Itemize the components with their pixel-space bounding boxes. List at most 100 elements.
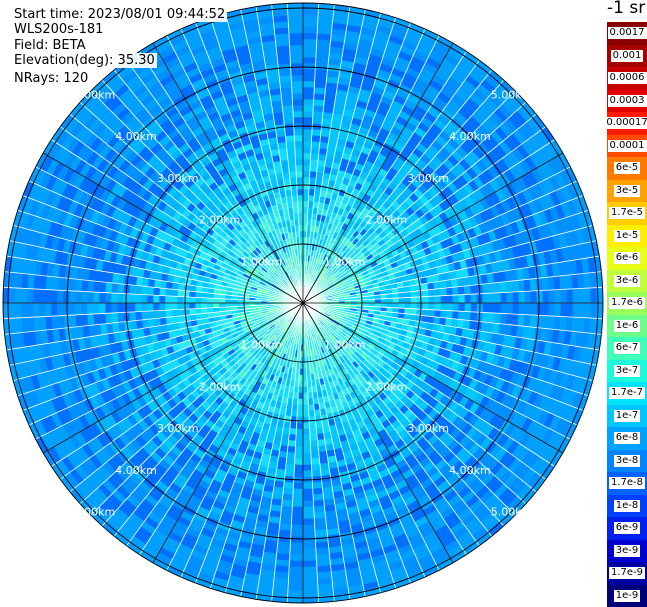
ppi-gate [310, 158, 319, 166]
ppi-gate [302, 536, 316, 544]
ppi-gate [302, 416, 310, 424]
ppi-gate [572, 302, 580, 318]
ppi-gate [302, 434, 311, 442]
ppi-gate [279, 445, 289, 453]
ppi-gate [302, 38, 318, 46]
ppi-gate [313, 99, 325, 107]
ppi-gate [286, 451, 296, 460]
ppi-gate [45, 315, 53, 331]
ppi-gate [302, 524, 316, 532]
ppi-gate [69, 278, 77, 292]
ppi-gate [302, 584, 319, 592]
ppi-gate [302, 182, 310, 190]
ppi-gate [51, 315, 59, 330]
ppi-gate [410, 290, 418, 298]
ppi-gate [302, 542, 317, 550]
ppi-gate [99, 281, 107, 293]
ppi-gate [302, 482, 313, 490]
ppi-gate [287, 440, 296, 448]
ppi-gate [315, 541, 329, 549]
ppi-gate [134, 302, 142, 313]
ppi-gate [298, 386, 304, 394]
ppi-gate [296, 410, 304, 418]
ppi-gate [310, 141, 321, 149]
ppi-gate [98, 302, 106, 314]
ppi-gate [182, 302, 190, 310]
ppi-gate [302, 110, 314, 118]
ppi-gate [282, 493, 294, 501]
ppi-gate [152, 310, 161, 319]
ppi-gate [452, 294, 460, 304]
ppi-gate [292, 488, 304, 496]
ppi-gate [117, 283, 125, 294]
ppi-gate [506, 291, 514, 304]
ppi-gate [288, 572, 304, 580]
ppi-gate [517, 279, 525, 292]
ppi-gate [212, 298, 220, 304]
ppi-gate [422, 296, 430, 304]
ppi-gate [164, 309, 172, 318]
ppi-gate [566, 302, 574, 318]
ppi-gate [152, 287, 161, 296]
ppi-gate [440, 302, 448, 311]
ppi-gate [62, 290, 70, 304]
ppi-gate [488, 302, 496, 314]
ppi-gate [140, 294, 148, 304]
ppi-gate [295, 428, 304, 436]
ppi-gate [182, 290, 190, 298]
ppi-gate [470, 302, 478, 313]
ppi-gate [128, 293, 136, 304]
ppi-gate [302, 98, 314, 106]
ppi-gate [287, 590, 304, 598]
ppi-gate [457, 285, 465, 296]
ppi-gate [529, 314, 537, 328]
ppi-gate [86, 302, 94, 315]
ppi-gate [310, 440, 319, 448]
ppi-gate [458, 294, 466, 304]
ppi-gate [92, 302, 100, 315]
ppi-gate [404, 297, 412, 304]
ppi-gate [308, 410, 316, 418]
ppi-gate [302, 518, 315, 526]
ppi-gate [317, 153, 327, 161]
ppi-gate [302, 176, 310, 184]
ppi-gate [8, 302, 16, 319]
ppi-gate [176, 309, 184, 317]
ppi-gate [117, 312, 125, 323]
ppi-gate [164, 288, 172, 297]
ppi-gate [410, 296, 418, 304]
ppi-gate [434, 302, 442, 311]
ppi-gate [110, 292, 118, 304]
ppi-gate [288, 566, 304, 574]
ppi-gate [493, 312, 501, 324]
ppi-gate [297, 398, 304, 406]
ppi-gate [314, 81, 327, 89]
ppi-gate [511, 280, 519, 293]
ppi-gate [63, 277, 71, 291]
ppi-gate [386, 302, 394, 308]
ppi-gate [499, 281, 507, 293]
ppi-gate [530, 302, 538, 316]
ppi-gate [470, 293, 478, 304]
ppi-gate [146, 294, 154, 304]
ppi-gate [506, 302, 514, 315]
ppi-gate [50, 289, 58, 304]
ppi-gate [188, 290, 196, 298]
ppi-gate [128, 302, 136, 313]
ppi-gate [590, 302, 598, 319]
ppi-plot: 1.00km1.00km1.00km1.00km2.00km2.00km2.00… [2, 2, 604, 604]
ppi-gate [302, 152, 312, 160]
ppi-gate [302, 398, 309, 406]
ppi-gate [529, 278, 537, 292]
ppi-gate [512, 291, 520, 304]
ppi-gate [75, 278, 83, 292]
ppi-gate [105, 312, 113, 324]
ppi-gate [158, 287, 166, 296]
ppi-gate [464, 302, 472, 313]
ppi-gate [440, 310, 448, 319]
ppi-gate [428, 295, 436, 304]
ppi-gate [481, 312, 489, 323]
ppi-gate [146, 310, 155, 320]
ppi-gate [314, 517, 327, 525]
ppi-gate [457, 310, 465, 321]
